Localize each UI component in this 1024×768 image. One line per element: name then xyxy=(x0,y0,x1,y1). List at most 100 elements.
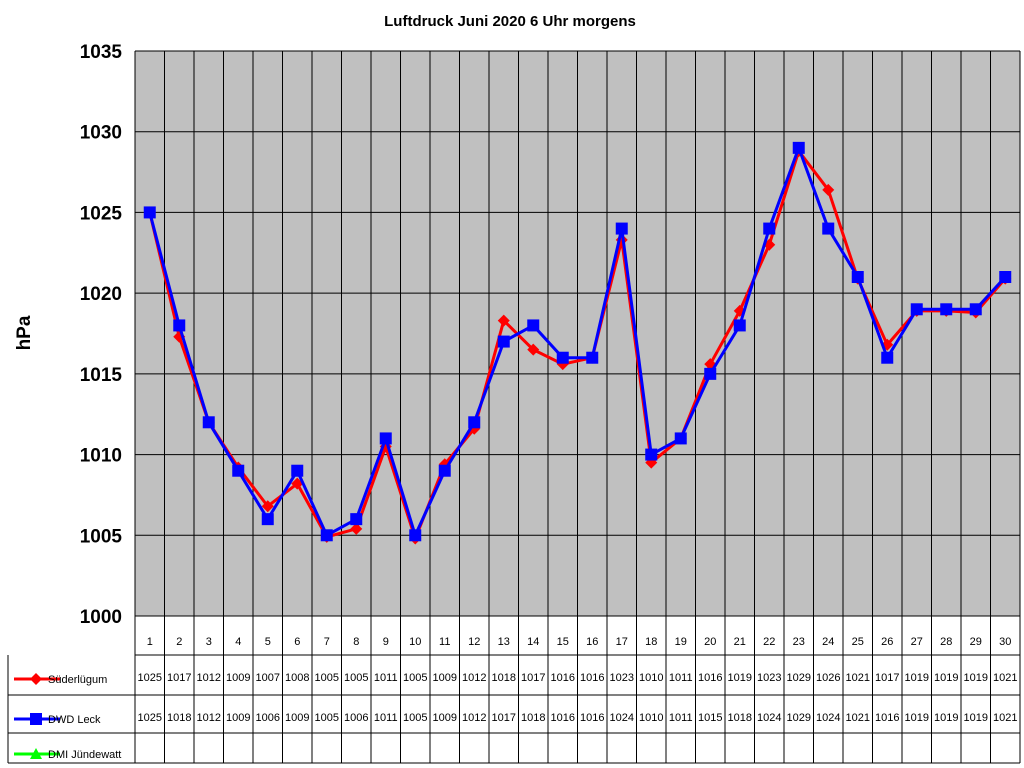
data-point-square xyxy=(822,222,835,235)
x-tick-label: 3 xyxy=(206,636,212,648)
data-point-square xyxy=(173,319,186,332)
table-cell: 1021 xyxy=(993,712,1017,724)
x-tick-label: 24 xyxy=(822,636,834,648)
y-axis-ticks: 1000 1005 1010 1015 1020 1025 1030 1035 xyxy=(80,42,123,628)
table-cell: 1023 xyxy=(757,672,781,684)
data-point-diamond xyxy=(350,522,363,535)
table-cell: 1021 xyxy=(846,672,870,684)
legend-marker-square xyxy=(30,713,42,725)
table-cell: 1016 xyxy=(551,672,575,684)
table-cell: 1016 xyxy=(580,672,604,684)
x-tick-label: 25 xyxy=(852,636,864,648)
data-point-square xyxy=(202,416,215,429)
x-tick-label: 20 xyxy=(704,636,716,648)
x-tick-label: 23 xyxy=(793,636,805,648)
x-tick-label: 29 xyxy=(970,636,982,648)
table-cell: 1009 xyxy=(433,712,457,724)
x-tick-label: 16 xyxy=(586,636,598,648)
table-cell: 1017 xyxy=(492,712,516,724)
table-cell: 1019 xyxy=(934,712,958,724)
data-point-square xyxy=(527,319,540,332)
data-point-square xyxy=(645,448,658,461)
table-cell: 1021 xyxy=(846,712,870,724)
data-point-square xyxy=(733,319,746,332)
data-point-diamond xyxy=(497,314,510,327)
x-tick-label: 17 xyxy=(616,636,628,648)
table-cell: 1009 xyxy=(433,672,457,684)
x-tick-label: 10 xyxy=(409,636,421,648)
table-cell: 1008 xyxy=(285,672,309,684)
table-cell: 1019 xyxy=(728,672,752,684)
data-table: 1 2 3 4 5 6 7 8 9 10 11 12 13 14 15 16 17 18 19 20 21 22 23 24 2… xyxy=(7,636,1020,764)
legend-entry-2: DMI Jündewatt xyxy=(14,748,121,761)
table-cell: 1007 xyxy=(256,672,280,684)
x-tick-label: 1 xyxy=(147,636,153,648)
table-cell: 1017 xyxy=(167,672,191,684)
x-tick-label: 14 xyxy=(527,636,539,648)
table-cell: 1029 xyxy=(787,712,811,724)
data-point-square xyxy=(969,303,982,316)
table-cell: 1019 xyxy=(964,672,988,684)
data-point-square xyxy=(586,351,599,364)
table-cell: 1012 xyxy=(462,672,486,684)
y-tick-label: 1000 xyxy=(80,607,122,628)
x-tick-label: 28 xyxy=(940,636,952,648)
y-tick-label: 1005 xyxy=(80,526,123,547)
legend-label: Süderlügum xyxy=(48,674,107,686)
x-tick-label: 9 xyxy=(383,636,389,648)
x-tick-label: 19 xyxy=(675,636,687,648)
y-tick-label: 1025 xyxy=(80,203,123,224)
data-point-square xyxy=(556,351,569,364)
data-point-square xyxy=(232,464,245,477)
table-cell: 1016 xyxy=(875,712,899,724)
table-cell: 1026 xyxy=(816,672,840,684)
data-point-diamond xyxy=(527,343,540,356)
table-cell: 1006 xyxy=(256,712,280,724)
data-point-square xyxy=(674,432,687,445)
x-tick-label: 12 xyxy=(468,636,480,648)
table-cell: 1017 xyxy=(875,672,899,684)
table-cell: 1016 xyxy=(698,672,722,684)
data-point-square xyxy=(409,529,422,542)
table-cell: 1018 xyxy=(728,712,752,724)
data-point-diamond xyxy=(261,500,274,513)
table-cell: 1012 xyxy=(197,672,221,684)
series-line xyxy=(148,146,1007,537)
y-tick-label: 1020 xyxy=(80,284,122,305)
data-point-square xyxy=(261,513,274,526)
table-cell: 1016 xyxy=(551,712,575,724)
table-cell: 1005 xyxy=(403,672,427,684)
table-cell: 1010 xyxy=(639,672,663,684)
table-cell: 1024 xyxy=(757,712,781,724)
data-point-square xyxy=(379,432,392,445)
data-point-square xyxy=(320,529,333,542)
grid xyxy=(134,50,1021,763)
x-tick-label: 30 xyxy=(999,636,1011,648)
table-cell: 1019 xyxy=(905,672,929,684)
x-tick-label: 7 xyxy=(324,636,330,648)
series-layer xyxy=(143,141,1012,545)
data-point-square xyxy=(291,464,304,477)
table-cell: 1005 xyxy=(315,712,339,724)
table-cell: 1025 xyxy=(138,712,162,724)
table-cell: 1005 xyxy=(344,672,368,684)
table-cell: 1019 xyxy=(964,712,988,724)
legend-label: DMI Jündewatt xyxy=(48,749,121,761)
data-point-square xyxy=(350,513,363,526)
table-cell: 1006 xyxy=(344,712,368,724)
x-tick-label: 5 xyxy=(265,636,271,648)
x-tick-label: 8 xyxy=(353,636,359,648)
data-point-square xyxy=(704,367,717,380)
data-point-square xyxy=(881,351,894,364)
table-cell: 1009 xyxy=(226,712,250,724)
table-cell: 1024 xyxy=(816,712,840,724)
y-tick-label: 1030 xyxy=(80,123,122,144)
table-cell: 1012 xyxy=(462,712,486,724)
table-cell: 1023 xyxy=(610,672,634,684)
x-tick-label: 2 xyxy=(176,636,182,648)
table-cell: 1005 xyxy=(315,672,339,684)
table-cell: 1029 xyxy=(787,672,811,684)
table-cell: 1010 xyxy=(639,712,663,724)
x-tick-label: 18 xyxy=(645,636,657,648)
data-point-square xyxy=(792,141,805,154)
